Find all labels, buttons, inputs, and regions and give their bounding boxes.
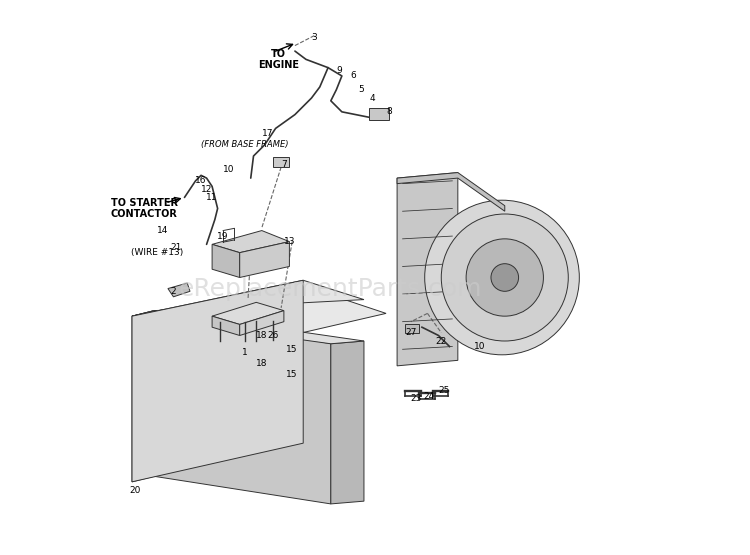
- Polygon shape: [397, 173, 505, 211]
- Text: 1: 1: [242, 347, 248, 356]
- Polygon shape: [168, 283, 190, 297]
- Text: 8: 8: [386, 107, 392, 117]
- Text: TO STARTER
CONTACTOR: TO STARTER CONTACTOR: [111, 198, 178, 219]
- Polygon shape: [240, 311, 284, 335]
- Text: 26: 26: [267, 331, 278, 340]
- Polygon shape: [154, 311, 331, 504]
- Text: 9: 9: [336, 66, 342, 75]
- Polygon shape: [331, 341, 364, 504]
- Text: 7: 7: [281, 160, 286, 169]
- Polygon shape: [132, 311, 154, 482]
- Text: eReplacementParts.com: eReplacementParts.com: [179, 276, 482, 301]
- Text: 11: 11: [206, 193, 218, 202]
- Text: 6: 6: [350, 72, 355, 80]
- Polygon shape: [212, 244, 240, 278]
- Text: 21: 21: [170, 243, 182, 251]
- Polygon shape: [212, 302, 284, 325]
- Text: 16: 16: [195, 176, 207, 185]
- Circle shape: [424, 200, 579, 355]
- Text: 19: 19: [217, 231, 229, 240]
- Text: 23: 23: [411, 395, 422, 403]
- Text: 25: 25: [438, 386, 450, 395]
- Polygon shape: [154, 286, 386, 346]
- Text: (FROM BASE FRAME): (FROM BASE FRAME): [202, 140, 289, 149]
- Text: 3: 3: [311, 33, 317, 42]
- Polygon shape: [132, 280, 364, 316]
- Polygon shape: [212, 230, 290, 253]
- Text: 15: 15: [286, 370, 298, 379]
- Text: 2: 2: [171, 287, 176, 296]
- Text: 18: 18: [256, 331, 268, 340]
- Text: 10: 10: [223, 165, 235, 174]
- Polygon shape: [212, 316, 240, 335]
- Text: 20: 20: [129, 486, 140, 495]
- Text: 18: 18: [256, 359, 268, 367]
- Bar: [405, 325, 419, 332]
- Text: 15: 15: [286, 345, 298, 354]
- Text: 5: 5: [358, 85, 364, 94]
- Text: 24: 24: [424, 392, 435, 401]
- Circle shape: [466, 239, 544, 316]
- Circle shape: [441, 214, 568, 341]
- Text: (WIRE #13): (WIRE #13): [130, 248, 183, 257]
- Text: 13: 13: [284, 237, 296, 246]
- Bar: [273, 157, 290, 167]
- Text: 12: 12: [201, 185, 212, 194]
- Text: 17: 17: [262, 129, 273, 138]
- Text: TO
ENGINE: TO ENGINE: [258, 49, 299, 70]
- Text: 14: 14: [157, 226, 168, 235]
- Polygon shape: [132, 311, 364, 344]
- Text: 27: 27: [405, 328, 416, 337]
- Text: 4: 4: [370, 94, 375, 103]
- Polygon shape: [132, 280, 303, 482]
- Bar: [370, 108, 388, 120]
- Text: 22: 22: [436, 336, 447, 346]
- Polygon shape: [240, 241, 290, 278]
- Polygon shape: [397, 173, 458, 366]
- Text: 10: 10: [474, 342, 486, 351]
- Circle shape: [491, 264, 518, 291]
